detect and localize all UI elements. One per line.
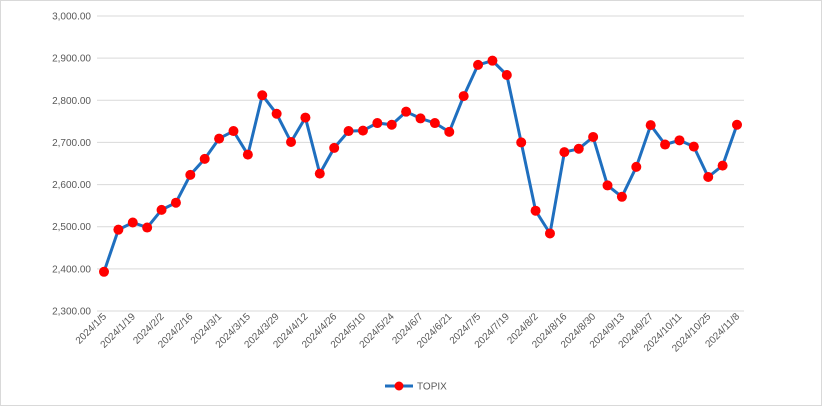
data-point (732, 119, 742, 130)
data-point (473, 59, 484, 70)
data-point (429, 118, 440, 129)
data-point (544, 228, 555, 239)
data-point (516, 137, 527, 148)
data-point (588, 131, 599, 142)
data-point (372, 118, 383, 129)
data-point (142, 222, 153, 233)
data-point (242, 149, 253, 160)
data-point (444, 126, 455, 137)
y-tick-label: 2,900.00 (52, 54, 91, 65)
data-point (329, 142, 340, 153)
y-tick-label: 2,700.00 (52, 138, 91, 149)
data-point (645, 120, 656, 131)
data-point (156, 204, 167, 215)
y-tick-label: 2,300.00 (52, 307, 91, 318)
legend-label: TOPIX (417, 382, 447, 393)
y-tick-label: 2,500.00 (52, 222, 91, 233)
data-point (286, 137, 297, 148)
data-point (357, 125, 368, 136)
data-point (113, 224, 124, 235)
data-point (458, 91, 469, 102)
data-point (386, 119, 397, 130)
data-point (530, 205, 541, 216)
data-point (688, 141, 699, 152)
legend: TOPIX (385, 381, 447, 393)
data-point (401, 106, 412, 117)
y-tick-label: 2,600.00 (52, 180, 91, 191)
series-topix (99, 55, 742, 277)
data-point (170, 197, 181, 208)
data-point (343, 126, 354, 137)
data-point (674, 135, 685, 146)
y-axis-tick-labels: 2,300.00 2,400.00 2,500.00 2,600.00 2,700.00… (52, 12, 91, 318)
data-point (228, 126, 239, 137)
data-point (631, 161, 642, 172)
data-point (257, 90, 268, 101)
data-point (99, 266, 109, 277)
series-line (102, 59, 739, 273)
data-point (501, 70, 512, 80)
y-tick-label: 2,400.00 (52, 264, 91, 275)
data-point (602, 180, 613, 191)
y-tick-label: 2,800.00 (52, 96, 91, 107)
x-axis-tick-labels: 2024/1/52024/1/192024/2/22024/2/162024/3… (74, 311, 743, 354)
data-point (660, 139, 671, 150)
data-point (199, 153, 210, 164)
data-point (703, 171, 714, 182)
data-point (185, 169, 196, 180)
data-point (300, 112, 311, 123)
data-point (717, 160, 728, 171)
data-point (127, 217, 138, 228)
data-point (559, 147, 570, 158)
y-tick-label: 3,000.00 (52, 12, 91, 23)
data-point (314, 168, 325, 179)
data-point (271, 108, 282, 119)
data-point (415, 113, 426, 124)
gridlines (97, 15, 744, 312)
data-point (573, 143, 584, 154)
data-point (616, 191, 627, 202)
data-point (487, 55, 498, 66)
data-point (214, 133, 225, 144)
legend-marker (394, 381, 404, 391)
